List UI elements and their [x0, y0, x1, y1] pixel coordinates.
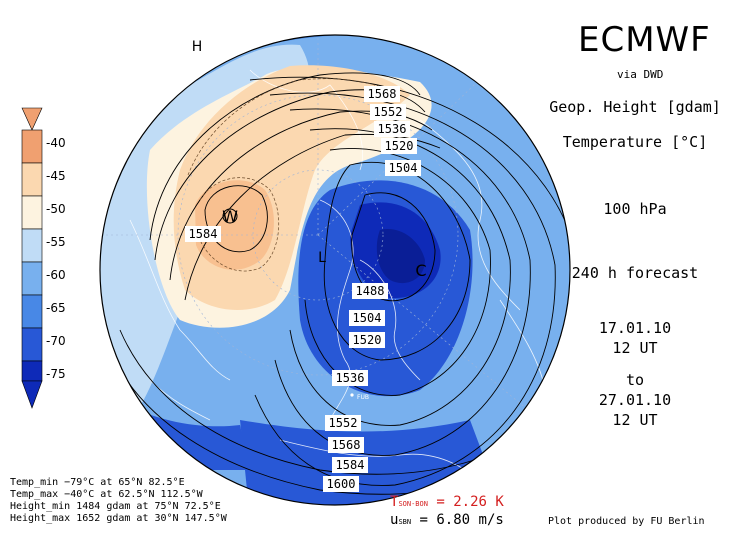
colorbar-tick: -40: [46, 136, 66, 150]
colorbar-segment: [21, 294, 43, 329]
usbn-readout: uSBN = 6.80 m/s: [390, 512, 504, 528]
contour-label: 1552: [370, 104, 406, 120]
contour-label: 1504: [349, 310, 385, 326]
height-min-stat: Height_min 1484 gdam at 75°N 72.5°E: [10, 501, 221, 512]
usbn-subscript: SBN: [398, 518, 412, 526]
contour-label: 1520: [349, 332, 385, 348]
contour-label: 1504: [385, 160, 421, 176]
parameter-temperature: Temperature [°C]: [562, 133, 708, 151]
svg-text:1568: 1568: [368, 87, 397, 101]
init-datetime: 17.01.10 12 UT: [535, 318, 733, 358]
tson-symbol: T: [390, 494, 399, 510]
svg-text:1600: 1600: [327, 477, 356, 491]
contour-label: 1552: [325, 415, 361, 431]
colorbar-tick: -75: [46, 367, 66, 381]
cold-center-label: C: [415, 261, 426, 280]
contour-label: 1536: [374, 121, 410, 137]
tson-value: = 2.26 K: [427, 494, 504, 510]
extrema-stats: Temp_min −79°C at 65°N 82.5°E Temp_max −…: [10, 477, 227, 525]
svg-text:1504: 1504: [389, 161, 418, 175]
colorbar-segment: [21, 360, 43, 382]
usbn-symbol: u: [390, 512, 399, 528]
svg-text:1536: 1536: [336, 371, 365, 385]
high-center-label: H: [192, 39, 203, 55]
svg-text:1520: 1520: [353, 333, 382, 347]
colorbar-tick: -70: [46, 334, 66, 348]
init-time: 12 UT: [612, 339, 658, 357]
forecast-lead: 240 h forecast: [571, 264, 699, 282]
colorbar-segment: [21, 162, 43, 197]
contour-label: 1488: [352, 283, 388, 299]
contour-labels: 1568 1552 1536 1520 1504 1584 1488 1504: [185, 86, 421, 492]
svg-text:1504: 1504: [353, 311, 382, 325]
svg-text:1520: 1520: [385, 139, 414, 153]
init-date: 17.01.10: [598, 319, 672, 337]
colorbar-tick: -55: [46, 235, 66, 249]
svg-text:1488: 1488: [356, 284, 385, 298]
center-markers: W C H L FUB: [192, 39, 427, 401]
tson-readout: TSON-BON = 2.26 K: [390, 494, 504, 510]
colorbar-segment: [21, 261, 43, 296]
temp-max-stat: Temp_max −40°C at 62.5°N 112.5°W: [10, 489, 203, 500]
map-boundary: [99, 34, 571, 506]
svg-text:1584: 1584: [189, 227, 218, 241]
temperature-field: [100, 35, 570, 505]
station-label: FUB: [357, 394, 369, 401]
station-marker: [350, 393, 354, 397]
to-label: to: [625, 371, 645, 389]
low-center-label: L: [318, 250, 326, 266]
parameter-height: Geop. Height [gdam]: [549, 98, 721, 116]
contour-label: 1568: [364, 86, 400, 102]
credit-line: Plot produced by FU Berlin: [548, 516, 705, 527]
svg-text:1584: 1584: [336, 458, 365, 472]
colorbar-tick: -45: [46, 169, 66, 183]
warm-center-ring: [222, 208, 238, 224]
usbn-value: = 6.80 m/s: [411, 512, 504, 528]
svg-text:1568: 1568: [332, 438, 361, 452]
colorbar-segment: [21, 129, 43, 164]
valid-date: 27.01.10: [598, 391, 672, 409]
colorbar-segment: [21, 195, 43, 230]
contour-label: 1568: [328, 437, 364, 453]
contour-label: 1584: [185, 226, 221, 242]
colorbar-tick: -50: [46, 202, 66, 216]
tson-subscript: SON-BON: [398, 500, 428, 508]
contour-label: 1520: [381, 138, 417, 154]
colorbar-segment: [21, 327, 43, 362]
data-source: via DWD: [617, 68, 664, 81]
temperature-colorbar: -40 -45 -50 -55 -60 -65 -70 -75: [21, 107, 66, 409]
svg-text:1536: 1536: [378, 122, 407, 136]
colorbar-tick: -60: [46, 268, 66, 282]
valid-datetime: to 27.01.10 12 UT: [535, 370, 733, 430]
contour-label: 1536: [332, 370, 368, 386]
contour-label: 1584: [332, 457, 368, 473]
contour-label: 1600: [323, 476, 359, 492]
colorbar-segment: [21, 228, 43, 263]
valid-time: 12 UT: [612, 411, 658, 429]
model-title: ECMWF: [578, 20, 711, 60]
svg-text:1552: 1552: [374, 105, 403, 119]
temp-min-stat: Temp_min −79°C at 65°N 82.5°E: [10, 477, 185, 488]
height-max-stat: Height_max 1652 gdam at 30°N 147.5°W: [10, 513, 227, 524]
isotherm-contours: [187, 78, 401, 272]
pressure-level: 100 hPa: [603, 200, 667, 218]
svg-text:1552: 1552: [329, 416, 358, 430]
colorbar-tick: -65: [46, 301, 66, 315]
